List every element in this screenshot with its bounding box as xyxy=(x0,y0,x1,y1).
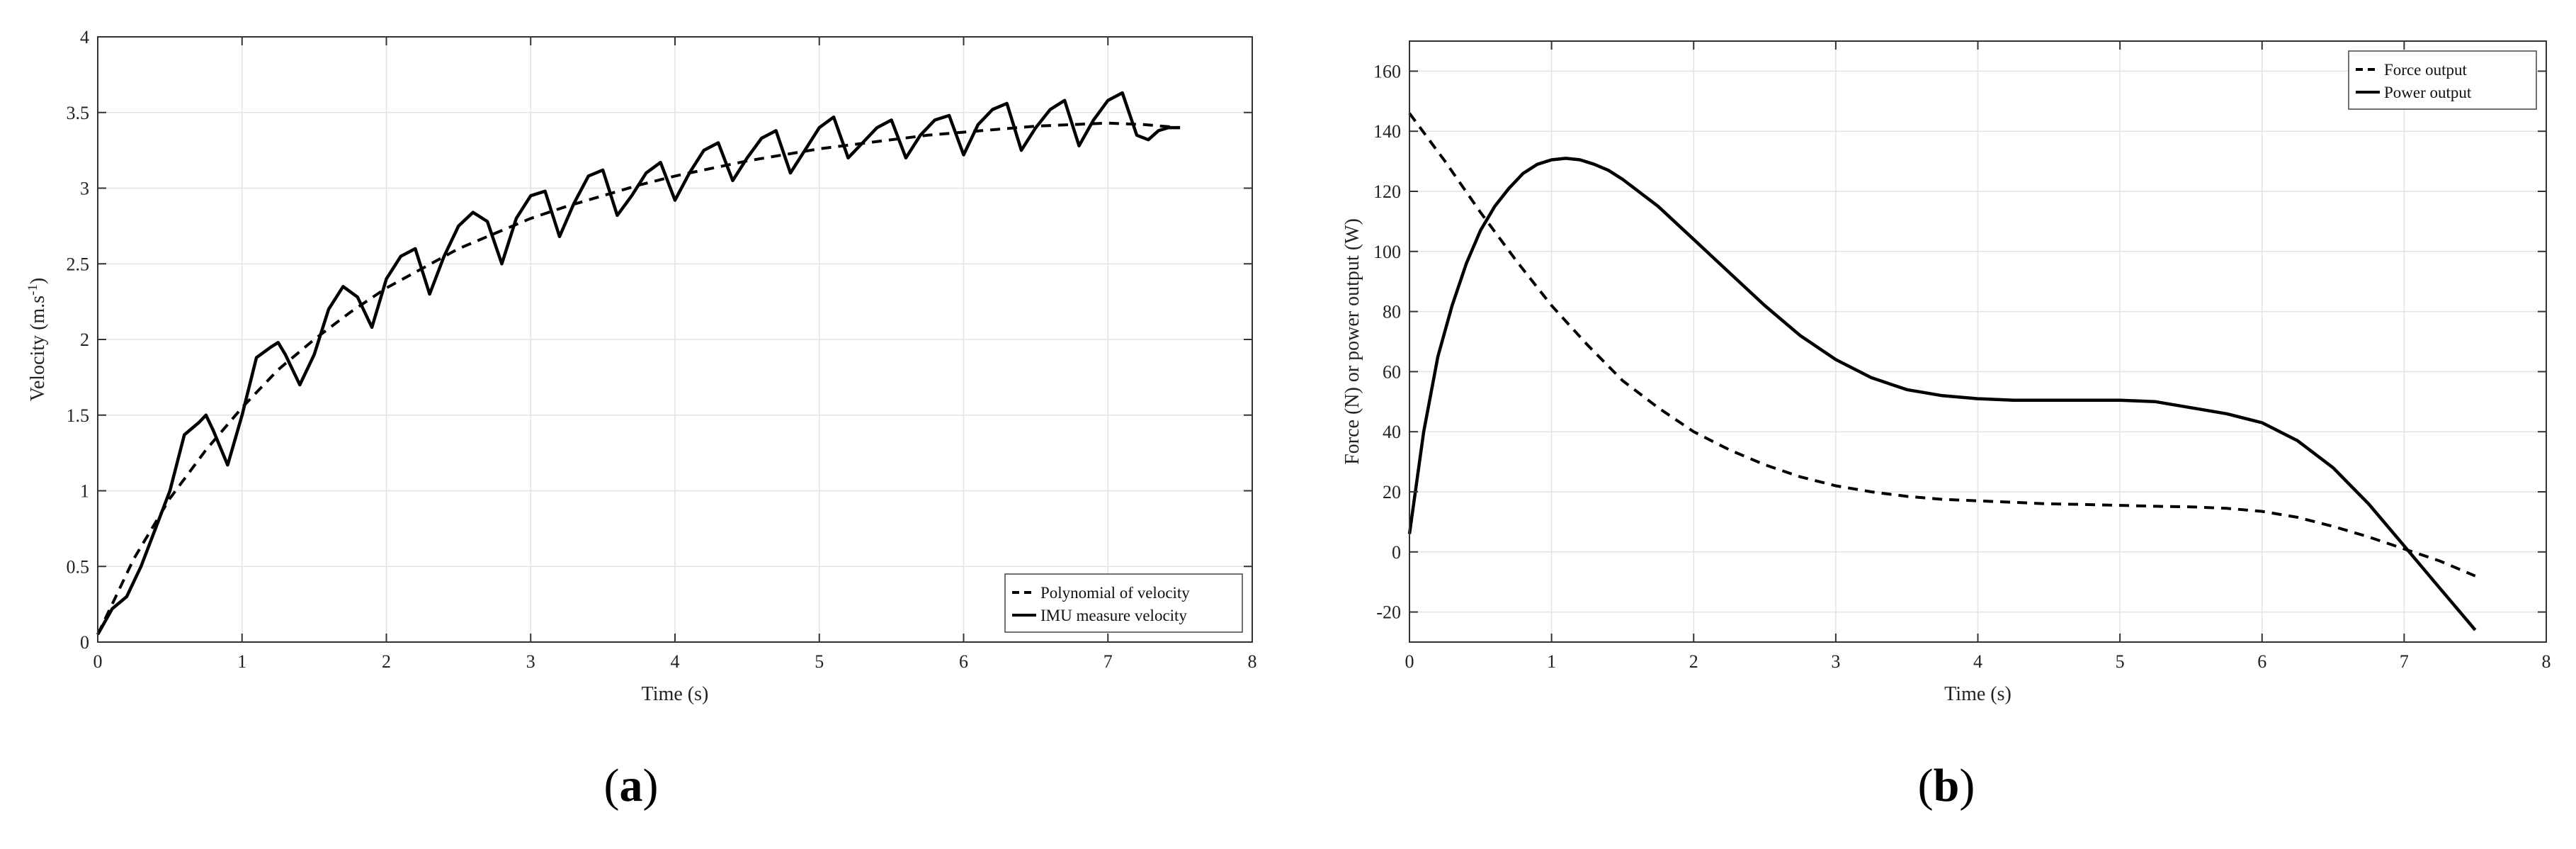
y-tick-label: -20 xyxy=(1376,602,1401,623)
legend-entry: Polynomial of velocity xyxy=(1040,584,1190,602)
y-tick-label: 160 xyxy=(1373,61,1401,81)
x-tick-label: 6 xyxy=(2257,651,2266,672)
x-tick-label: 3 xyxy=(526,651,535,672)
series-line-imu-measure-velocity xyxy=(96,91,1181,636)
x-tick-label: 6 xyxy=(959,651,968,672)
legend: Force output Power output xyxy=(2348,50,2537,110)
y-tick-label: 20 xyxy=(1383,482,1401,502)
x-tick-label: 8 xyxy=(2542,651,2551,672)
legend-entry: IMU measure velocity xyxy=(1040,607,1187,624)
x-tick-label: 7 xyxy=(1103,651,1113,672)
x-tick-label: 2 xyxy=(1689,651,1698,672)
x-tick-label: 5 xyxy=(815,651,824,672)
y-tick-label: 2.5 xyxy=(67,254,90,274)
y-tick-label: 4 xyxy=(80,27,89,47)
x-tick-label: 2 xyxy=(382,651,391,672)
legend-entry: Power output xyxy=(2384,84,2472,101)
x-tick-label: 1 xyxy=(237,651,246,672)
y-tick-label: 120 xyxy=(1373,181,1401,202)
x-tick-label: 0 xyxy=(1405,651,1414,672)
legend: Polynomial of velocity IMU measure veloci… xyxy=(1004,573,1243,633)
y-tick-label: 0 xyxy=(1392,542,1401,563)
y-tick-label: 80 xyxy=(1383,302,1401,322)
x-tick-label: 4 xyxy=(671,651,680,672)
x-tick-label: 5 xyxy=(2116,651,2125,672)
series-line-power-output xyxy=(1407,157,2477,631)
y-tick-label: 40 xyxy=(1383,422,1401,442)
x-tick-label: 0 xyxy=(93,651,103,672)
y-tick-label: 140 xyxy=(1373,121,1401,142)
y-tick-label: 0.5 xyxy=(67,556,90,577)
legend-box xyxy=(2348,50,2537,110)
x-tick-label: 3 xyxy=(1831,651,1840,672)
y-tick-label: 60 xyxy=(1383,361,1401,382)
y-axis-label: Velocity (m.s-1) xyxy=(25,278,50,401)
chart-panel-b: 0 1 2 3 4 5 6 7 8 -20 0 20 40 60 80 100 120 140 160 Time (s… xyxy=(1341,40,2551,811)
y-tick-label: 100 xyxy=(1373,242,1401,262)
legend-entry: Force output xyxy=(2384,61,2468,79)
x-axis-label: Time (s) xyxy=(1944,683,2012,705)
y-tick-label: 1.5 xyxy=(67,405,90,426)
y-tick-label: 0 xyxy=(80,632,89,653)
y-tick-label: 3.5 xyxy=(67,103,90,123)
x-tick-label: 7 xyxy=(2400,651,2409,672)
legend-box xyxy=(1004,573,1243,633)
panel-label: (a) xyxy=(604,760,659,811)
x-tick-label: 4 xyxy=(1973,651,1982,672)
panel-label: (b) xyxy=(1918,760,1975,811)
x-tick-label: 1 xyxy=(1547,651,1556,672)
y-axis-label: Force (N) or power output (W) xyxy=(1341,218,1363,465)
series-line-force-output xyxy=(1408,112,2476,578)
y-tick-label: 1 xyxy=(80,481,89,502)
y-tick-label: 2 xyxy=(80,330,89,350)
chart-panel-a: 0 1 2 3 4 5 6 7 8 0 0.5 1 1.5 2 2.5 3 3.5 4 Time (s) Veloci… xyxy=(25,27,1257,811)
x-axis-label: Time (s) xyxy=(642,683,709,705)
y-tick-label: 3 xyxy=(80,179,89,199)
x-tick-label: 8 xyxy=(1248,651,1257,672)
